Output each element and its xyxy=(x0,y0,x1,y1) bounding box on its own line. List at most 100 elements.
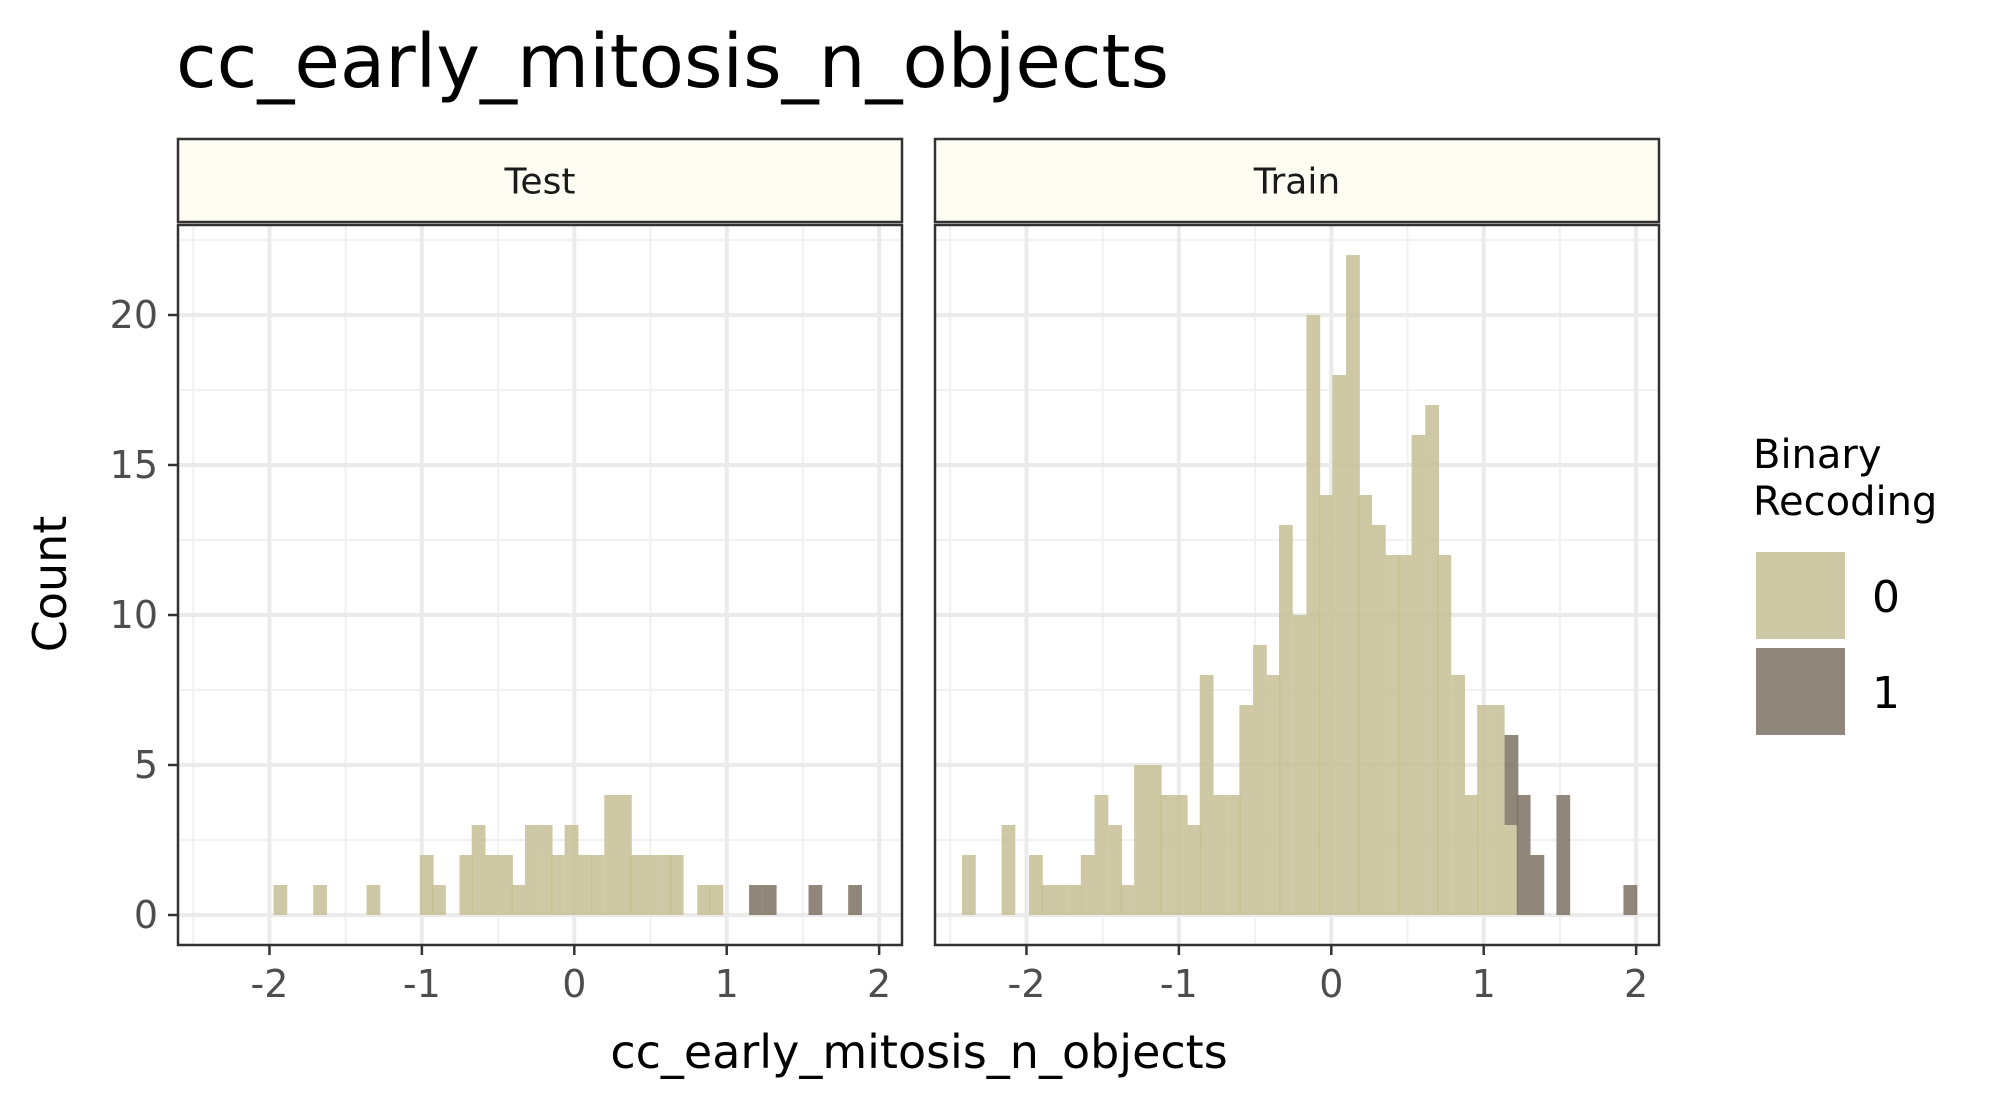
bar-group-0 xyxy=(1504,825,1519,915)
x-tick-label: -2 xyxy=(1008,962,1046,1006)
bar-group-0 xyxy=(961,855,976,915)
y-tick-label: 10 xyxy=(110,593,158,637)
bar-group-0 xyxy=(1451,675,1465,915)
bar-group-0 xyxy=(1213,795,1228,915)
bar-group-0 xyxy=(1332,375,1347,915)
bar-group-0 xyxy=(1477,705,1491,915)
bar-group-0 xyxy=(1199,675,1214,915)
legend-title: Binary xyxy=(1753,432,1882,478)
bar-group-0 xyxy=(643,855,658,915)
legend-title: Recoding xyxy=(1753,479,1937,525)
y-tick-label: 0 xyxy=(134,893,158,937)
bar-group-0 xyxy=(550,855,565,915)
bar-group-0 xyxy=(630,855,644,915)
bar-group-1 xyxy=(1516,795,1531,915)
y-tick-label: 20 xyxy=(110,293,158,337)
panel-border xyxy=(933,223,1661,947)
bar-group-0 xyxy=(1346,255,1360,915)
bar-group-0 xyxy=(657,855,672,915)
x-tick-label: 2 xyxy=(867,962,891,1006)
x-tick-label: 1 xyxy=(715,962,739,1006)
bar-group-0 xyxy=(313,885,327,915)
bar-group-0 xyxy=(511,885,526,915)
bar-group-1 xyxy=(1556,795,1571,915)
bar-group-1 xyxy=(749,885,763,915)
chart-title: cc_early_mitosis_n_objects xyxy=(176,19,1169,105)
bar-group-0 xyxy=(419,855,434,915)
bar-group-0 xyxy=(1464,795,1479,915)
bar-group-1 xyxy=(762,885,777,915)
x-tick-label: -2 xyxy=(251,962,289,1006)
x-tick-label: 0 xyxy=(562,962,586,1006)
bar-group-0 xyxy=(525,825,539,915)
bar-group-0 xyxy=(1239,705,1254,915)
y-tick-label: 5 xyxy=(134,743,158,787)
x-axis-title: cc_early_mitosis_n_objects xyxy=(610,1025,1227,1079)
legend-label: 1 xyxy=(1872,668,1900,719)
bar-group-0 xyxy=(1187,825,1202,915)
bar-group-0 xyxy=(1227,795,1241,915)
bar-group-0 xyxy=(669,855,684,915)
bar-group-0 xyxy=(1160,795,1174,915)
bar-group-0 xyxy=(471,825,486,915)
bar-group-1 xyxy=(1530,855,1545,915)
y-tick-label: 15 xyxy=(110,443,158,487)
bar-group-0 xyxy=(709,885,724,915)
facet-strip xyxy=(933,137,1661,224)
bar-group-0 xyxy=(1397,555,1412,915)
bar-group-0 xyxy=(1292,615,1307,915)
bar-group-0 xyxy=(538,825,553,915)
bar-group-0 xyxy=(1358,495,1373,915)
bar-group-0 xyxy=(273,885,288,915)
bar-group-0 xyxy=(1094,795,1109,915)
bar-group-0 xyxy=(1029,855,1043,915)
facet-strip-label: Train xyxy=(1253,162,1340,203)
bar-group-0 xyxy=(604,795,619,915)
bar-group-0 xyxy=(1147,765,1162,915)
panel-border xyxy=(176,223,904,947)
legend-key-0 xyxy=(1756,552,1845,639)
bar-group-0 xyxy=(1134,765,1148,915)
bar-group-0 xyxy=(432,885,446,915)
bar-group-0 xyxy=(1041,885,1055,915)
bar-group-0 xyxy=(499,855,513,915)
bar-group-0 xyxy=(1278,525,1293,915)
y-axis-title: Count xyxy=(23,516,77,653)
x-tick-label: 2 xyxy=(1624,962,1648,1006)
bar-group-1 xyxy=(848,885,862,915)
bar-group-0 xyxy=(1411,435,1426,915)
facet-strip xyxy=(176,137,904,224)
legend-key-1 xyxy=(1756,648,1845,735)
bar-group-0 xyxy=(1080,855,1095,915)
bar-group-0 xyxy=(1385,555,1400,915)
bar-group-0 xyxy=(366,885,381,915)
bar-group-0 xyxy=(1054,885,1069,915)
facet-panels: Test -2 -1 0 1 2 Train -2 -1 0 1 2 xyxy=(176,137,1661,1006)
bar-group-0 xyxy=(1173,795,1188,915)
bar-group-0 xyxy=(459,855,474,915)
bar-group-0 xyxy=(1108,825,1123,915)
x-tick-label: -1 xyxy=(1160,962,1198,1006)
facet-panel-train: Train -2 -1 0 1 2 xyxy=(933,137,1661,1006)
bar-group-1 xyxy=(808,885,823,915)
x-tick-label: 0 xyxy=(1319,962,1343,1006)
x-tick-label: -1 xyxy=(403,962,441,1006)
facet-strip-label: Test xyxy=(504,162,576,203)
legend-label: 0 xyxy=(1872,572,1900,623)
bar-group-0 xyxy=(485,855,500,915)
bar-group-0 xyxy=(1266,675,1281,915)
bar-group-0 xyxy=(618,795,632,915)
y-axis: 0 5 10 15 20 xyxy=(110,293,178,937)
bar-group-0 xyxy=(1437,555,1452,915)
bar-group-0 xyxy=(1306,315,1321,915)
bar-group-0 xyxy=(1425,405,1440,915)
x-axis: -2 -1 0 1 2 xyxy=(1008,945,1648,1006)
bar-group-0 xyxy=(1371,525,1386,915)
x-axis: -2 -1 0 1 2 xyxy=(251,945,891,1006)
bar-group-1 xyxy=(1504,735,1519,825)
bar-group-0 xyxy=(697,885,712,915)
bar-group-0 xyxy=(590,855,605,915)
bar-group-0 xyxy=(1490,705,1505,915)
